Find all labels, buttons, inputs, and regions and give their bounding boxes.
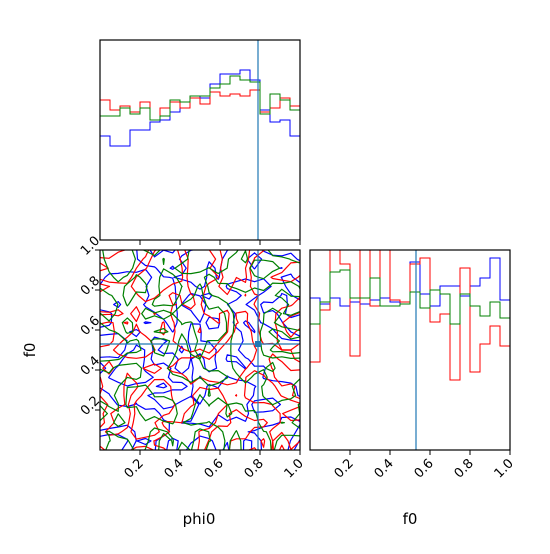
joint-frame: [99, 249, 301, 451]
f0-marginal-panel: 0.2 0.4 0.6 0.8 1.0: [309, 249, 517, 481]
phi0-marginal-panel: [99, 39, 301, 245]
joint-xtick-label: 0.2: [122, 456, 147, 481]
f0-hist-C: [310, 269, 510, 325]
joint-xtick-label: 0.4: [162, 456, 187, 481]
y-axis-label-f0: f0: [21, 343, 39, 358]
joint-xtick-label: 0.8: [242, 456, 267, 481]
phi0-hist-C: [100, 75, 300, 121]
joint-xtick-label: 1.0: [282, 456, 307, 481]
joint-xtick-label: 0.6: [202, 456, 227, 481]
axis-labels: phi0 f0 f0: [21, 343, 417, 528]
phi0-hist-B: [100, 89, 300, 121]
phi0-marginal-frame: [99, 39, 301, 241]
f0-marginal-xtick-label: 0.6: [412, 456, 437, 481]
f0-marginal-frame: [309, 249, 511, 451]
f0-marginal-xtick-label: 1.0: [492, 456, 517, 481]
f0-marginal-xtick-label: 0.8: [452, 456, 477, 481]
f0-hist-B: [310, 250, 510, 381]
joint-truth-marker: [255, 341, 261, 347]
x-axis-label-phi0: phi0: [183, 510, 216, 528]
f0-marginal-xtick-label: 0.4: [372, 456, 397, 481]
joint-contour-panel: 0.2 0.4 0.6 0.8 1.00.20.40.60.81.0: [78, 233, 307, 481]
x-axis-label-f0: f0: [403, 510, 418, 528]
f0-marginal-xtick-label: 0.2: [332, 456, 357, 481]
contour-C-level-0: [100, 250, 300, 450]
